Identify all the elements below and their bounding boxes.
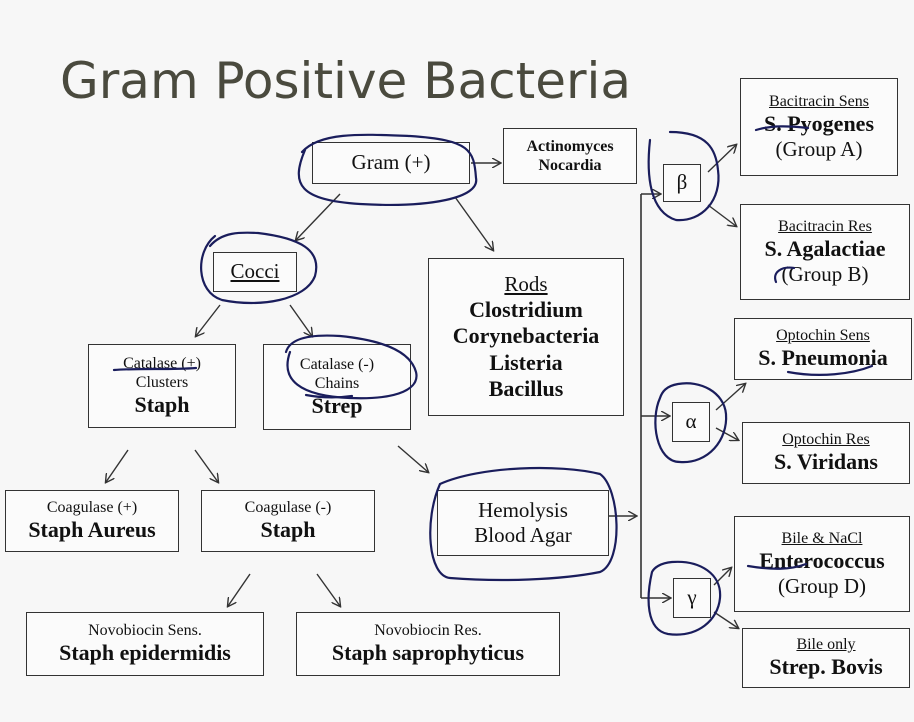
node-name: Strep xyxy=(311,392,363,418)
arrow-alpha-to-viridans xyxy=(715,427,738,440)
node-name: Staph Aureus xyxy=(28,517,156,543)
node-label: β xyxy=(676,170,688,195)
node-cocci: Cocci xyxy=(213,252,297,292)
node-line: Actinomyces xyxy=(526,137,614,155)
node-test: Optochin Sens xyxy=(776,327,870,345)
arrow-beta-to-pyogenes xyxy=(707,145,736,173)
node-name: Staph epidermidis xyxy=(59,640,231,666)
node-test: Bile & NaCl xyxy=(781,529,863,547)
node-staph: Catalase (+) Clusters Staph xyxy=(88,344,236,428)
node-line: Hemolysis xyxy=(478,497,568,522)
node-line: Coagulase (-) xyxy=(244,499,332,517)
node-novobiocin-res: Novobiocin Res. Staph saprophyticus xyxy=(296,612,560,676)
node-name: Enterococcus xyxy=(759,547,885,573)
node-label: α xyxy=(685,409,697,434)
arrow-alpha-to-pneumonia xyxy=(715,384,745,411)
arrow-coag-to-novo-res xyxy=(316,573,340,606)
node-gamma: γ xyxy=(673,578,711,618)
node-line: Nocardia xyxy=(538,157,602,174)
node-line: Coagulase (+) xyxy=(46,499,138,517)
node-gram-positive: Gram (+) xyxy=(312,142,470,184)
page-title: Gram Positive Bacteria xyxy=(60,52,632,110)
node-test: Bacitracin Res xyxy=(778,217,872,235)
node-novobiocin-sens: Novobiocin Sens. Staph epidermidis xyxy=(26,612,264,676)
node-label: Gram (+) xyxy=(351,150,431,175)
node-line: Chains xyxy=(314,374,360,392)
arrow-coag-to-novo-sens xyxy=(228,573,251,606)
node-s-pneumonia: Optochin Sens S. Pneumonia xyxy=(734,318,912,380)
node-line: Novobiocin Sens. xyxy=(88,622,202,640)
node-item: Corynebacteria xyxy=(452,323,600,349)
arrow-staph-to-coag-neg xyxy=(194,449,218,482)
node-label: γ xyxy=(687,585,697,610)
node-s-pyogenes: Bacitracin Sens S. Pyogenes (Group A) xyxy=(740,78,898,176)
node-name: S. Pyogenes xyxy=(764,110,874,136)
arrow-strep-to-hemolysis xyxy=(397,445,428,472)
node-line: Clusters xyxy=(135,373,189,391)
arrow-cocci-to-strep xyxy=(289,304,312,336)
node-alpha: α xyxy=(672,402,710,442)
node-rods: Rods Clostridium Corynebacteria Listeria… xyxy=(428,258,624,416)
node-name: S. Agalactiae xyxy=(764,235,886,261)
node-name: Staph saprophyticus xyxy=(331,640,525,666)
node-item: Bacillus xyxy=(488,375,564,401)
node-line: Novobiocin Res. xyxy=(374,622,482,640)
node-line: Blood Agar xyxy=(474,523,572,547)
arrow-gram-to-cocci xyxy=(296,193,341,240)
node-test: Bacitracin Sens xyxy=(769,92,869,110)
node-s-agalactiae: Bacitracin Res S. Agalactiae (Group B) xyxy=(740,204,910,300)
arrow-cocci-to-staph xyxy=(196,304,221,336)
node-group: (Group A) xyxy=(775,137,863,162)
node-hemolysis: Hemolysis Blood Agar xyxy=(437,490,609,556)
node-item: Clostridium xyxy=(469,296,583,322)
node-test: Bile only xyxy=(796,636,856,654)
node-test: Optochin Res xyxy=(782,431,870,449)
arrow-beta-to-agalactiae xyxy=(707,204,736,226)
node-label: Cocci xyxy=(230,259,280,284)
node-s-viridans: Optochin Res S. Viridans xyxy=(742,422,910,484)
node-enterococcus: Bile & NaCl Enterococcus (Group D) xyxy=(734,516,910,612)
node-name: S. Pneumonia xyxy=(758,345,888,371)
node-beta: β xyxy=(663,164,701,202)
arrow-staph-to-coag-pos xyxy=(106,449,129,482)
node-line: Catalase (-) xyxy=(299,355,375,373)
node-name: Staph xyxy=(134,391,190,417)
node-name: Staph xyxy=(260,517,316,543)
arrow-gram-to-rods xyxy=(454,196,493,250)
node-name: S. Viridans xyxy=(774,449,878,475)
node-strep-bovis: Bile only Strep. Bovis xyxy=(742,628,910,688)
node-name: Strep. Bovis xyxy=(769,654,883,680)
node-strep: Catalase (-) Chains Strep xyxy=(263,344,411,430)
arrow-gamma-to-bovis xyxy=(713,611,738,628)
node-header: Rods xyxy=(504,271,548,296)
node-coagulase-positive: Coagulase (+) Staph Aureus xyxy=(5,490,179,552)
node-group: (Group D) xyxy=(777,574,867,599)
node-coagulase-negative: Coagulase (-) Staph xyxy=(201,490,375,552)
node-line: Catalase (+) xyxy=(123,354,201,372)
node-group: (Group B) xyxy=(781,262,869,287)
arrow-gamma-to-enterococcus xyxy=(713,568,731,586)
node-item: Listeria xyxy=(489,349,563,375)
node-actinomyces-nocardia: Actinomyces Nocardia xyxy=(503,128,637,184)
